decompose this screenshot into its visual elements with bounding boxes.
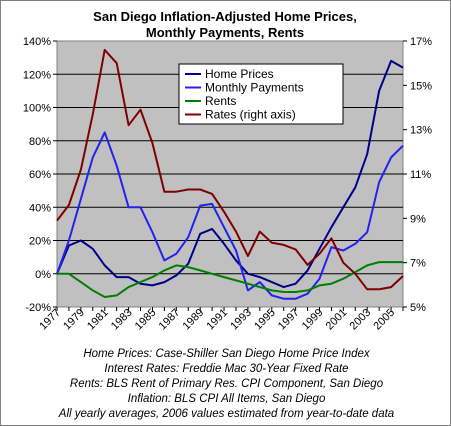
chart-notes: Home Prices: Case-Shiller San Diego Home… <box>1 347 451 422</box>
y-left-tick-label: -20% <box>25 302 51 314</box>
note-yearly-averages: All yearly averages, 2006 values estimat… <box>58 408 395 420</box>
legend-label: Rents <box>205 94 236 108</box>
chart-title-line-1: San Diego Inflation-Adjusted Home Prices… <box>93 9 357 24</box>
x-tick-label: 1993 <box>228 307 254 333</box>
series-line-monthly-payments <box>56 131 404 300</box>
series-line-home-prices <box>56 59 404 289</box>
x-tick-label: 1979 <box>61 307 87 333</box>
y-right-tick-label: 11% <box>410 169 431 181</box>
y-left-tick-label: 60% <box>29 169 51 181</box>
chart: San Diego Inflation-Adjusted Home Prices… <box>23 9 432 333</box>
y-right-tick-label: 15% <box>410 80 432 92</box>
note-rents: Rents: BLS Rent of Primary Res. CPI Comp… <box>69 378 384 390</box>
y-left-tick-label: 20% <box>29 236 51 248</box>
note-interest-rates: Interest Rates: Freddie Mac 30-Year Fixe… <box>104 363 349 375</box>
x-tick-label: 1985 <box>133 307 159 333</box>
y-left-tick-label: 100% <box>23 103 51 115</box>
note-home-prices: Home Prices: Case-Shiller San Diego Home… <box>83 348 370 360</box>
x-tick-label: 1981 <box>85 307 111 333</box>
y-left-tick-label: 140% <box>23 36 51 48</box>
x-tick-label: 2005 <box>371 307 397 333</box>
y-left-tick-label: 80% <box>29 136 51 148</box>
x-tick-label: 1989 <box>180 307 206 333</box>
series-line-rents <box>57 261 403 298</box>
legend-label: Home Prices <box>205 67 274 81</box>
x-tick-label: 1983 <box>109 307 135 333</box>
legend-label: Monthly Payments <box>205 81 304 95</box>
x-tick-label: 1997 <box>276 307 302 333</box>
chart-title-line-2: Monthly Payments, Rents <box>146 25 304 40</box>
x-tick-label: 1987 <box>157 307 183 333</box>
x-tick-label: 1995 <box>252 307 278 333</box>
note-inflation: Inflation: BLS CPI All Items, San Diego <box>127 393 326 405</box>
x-tick-label: 2003 <box>348 307 374 333</box>
y-right-tick-label: 5% <box>410 302 426 314</box>
y-right-tick-label: 17% <box>410 36 432 48</box>
x-tick-label: 1999 <box>300 307 326 333</box>
y-right-tick-label: 9% <box>410 213 426 225</box>
y-right-tick-label: 7% <box>410 258 426 270</box>
y-left-tick-label: 120% <box>23 69 51 81</box>
series-line-rates-right-axis <box>56 48 404 291</box>
legend-label: Rates (right axis) <box>205 108 296 122</box>
y-left-tick-label: 40% <box>29 202 51 214</box>
legend <box>178 63 344 125</box>
y-right-tick-label: 13% <box>410 125 432 137</box>
x-tick-label: 2001 <box>324 307 350 333</box>
y-left-tick-label: 0% <box>35 269 51 281</box>
x-tick-label: 1991 <box>204 307 230 333</box>
